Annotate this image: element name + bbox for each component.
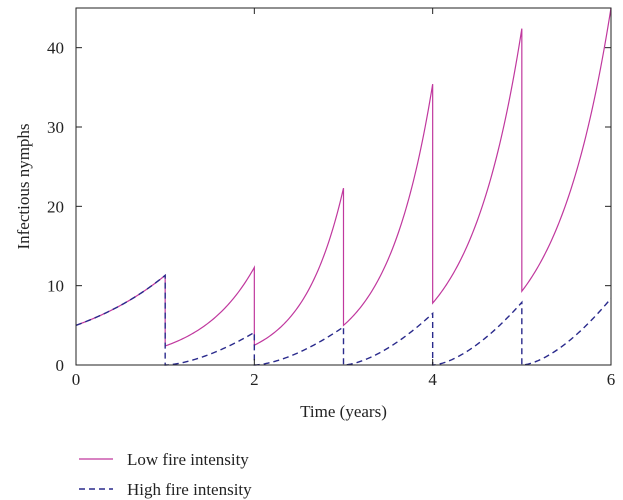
ticks-layer: 0 2 4 6 0 10 20 30 40 — [47, 8, 615, 389]
y-tick-label: 10 — [47, 277, 64, 296]
x-tick-label: 0 — [72, 370, 81, 389]
y-tick-label: 20 — [47, 197, 64, 216]
x-tick-label: 4 — [428, 370, 437, 389]
y-tick-label: 40 — [47, 39, 64, 58]
x-tick-label: 2 — [250, 370, 259, 389]
y-axis-label: Infectious nymphs — [14, 123, 33, 249]
series-line-high-fire — [75, 273, 612, 366]
series-layer — [75, 7, 612, 366]
plot-frame — [75, 7, 612, 366]
y-tick-label: 0 — [56, 356, 65, 375]
series-line-low-fire — [75, 7, 612, 347]
y-tick-label: 30 — [47, 118, 64, 137]
legend-label-low-fire: Low fire intensity — [127, 450, 249, 469]
x-axis-label: Time (years) — [300, 402, 387, 421]
legend: Low fire intensity High fire intensity — [79, 450, 252, 499]
legend-label-high-fire: High fire intensity — [127, 480, 252, 499]
x-tick-label: 6 — [607, 370, 616, 389]
